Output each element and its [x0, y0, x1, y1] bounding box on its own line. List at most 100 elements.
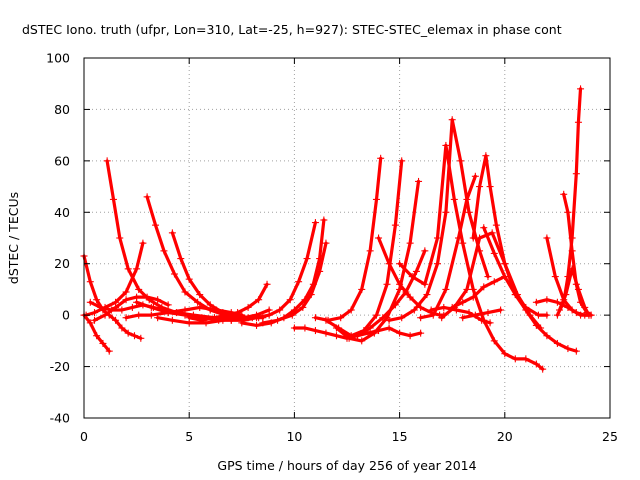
data-point-marker	[196, 291, 204, 299]
data-point-marker	[412, 267, 420, 275]
data-point-marker	[360, 327, 368, 335]
data-point-marker	[465, 208, 473, 216]
data-point-marker	[295, 278, 303, 286]
data-point-marker	[147, 311, 155, 319]
data-point-marker	[385, 324, 393, 332]
data-point-marker	[490, 278, 498, 286]
data-point-marker	[219, 309, 227, 317]
data-point-marker	[196, 303, 204, 311]
data-point-marker	[112, 316, 120, 324]
data-point-marker	[280, 314, 288, 322]
data-point-marker	[553, 311, 561, 319]
data-point-marker	[189, 311, 197, 319]
data-point-marker	[537, 324, 545, 332]
data-point-marker	[375, 327, 383, 335]
data-point-marker	[480, 283, 488, 291]
data-point-marker	[301, 296, 309, 304]
data-point-marker	[332, 332, 340, 340]
data-point-marker	[568, 265, 576, 273]
y-tick-label: 60	[54, 153, 70, 168]
data-point-marker	[173, 309, 181, 317]
data-series	[82, 87, 593, 371]
data-point-marker	[265, 311, 273, 319]
data-point-marker	[93, 332, 101, 340]
data-point-marker	[238, 319, 246, 327]
data-point-marker	[556, 306, 564, 314]
data-point-marker	[391, 301, 399, 309]
data-point-marker	[274, 316, 282, 324]
data-point-marker	[492, 221, 500, 229]
data-point-marker	[255, 296, 263, 304]
data-point-marker	[253, 321, 261, 329]
data-point-marker	[372, 311, 380, 319]
data-point-marker	[469, 285, 477, 293]
series-29-line	[461, 308, 503, 320]
data-point-marker	[116, 234, 124, 242]
data-point-marker	[227, 316, 235, 324]
data-point-marker	[181, 288, 189, 296]
data-point-marker	[93, 296, 101, 304]
data-point-marker	[484, 309, 492, 317]
data-point-marker	[577, 298, 585, 306]
data-point-marker	[469, 293, 477, 301]
data-point-marker	[391, 221, 399, 229]
x-tick-label: 10	[286, 429, 302, 444]
data-point-marker	[130, 332, 138, 340]
data-point-marker	[497, 306, 505, 314]
data-point-marker	[526, 311, 534, 319]
data-point-marker	[532, 298, 540, 306]
data-point-marker	[177, 255, 185, 263]
data-point-marker	[574, 118, 582, 126]
data-point-marker	[154, 314, 162, 322]
data-point-marker	[263, 280, 271, 288]
x-tick-label: 15	[392, 429, 408, 444]
x-tick-label: 0	[80, 429, 88, 444]
data-point-marker	[484, 273, 492, 281]
data-point-marker	[137, 334, 145, 342]
data-point-marker	[480, 224, 488, 232]
series-17-line	[324, 159, 404, 338]
data-point-marker	[455, 234, 463, 242]
data-point-marker	[135, 311, 143, 319]
data-point-marker	[572, 170, 580, 178]
y-tick-label: 40	[54, 205, 70, 220]
data-point-marker	[490, 337, 498, 345]
data-point-marker	[415, 177, 423, 185]
data-point-marker	[406, 332, 414, 340]
data-point-marker	[564, 273, 572, 281]
data-point-marker	[276, 306, 284, 314]
data-point-marker	[560, 298, 568, 306]
data-point-marker	[539, 365, 547, 373]
data-point-marker	[417, 314, 425, 322]
data-point-marker	[476, 183, 484, 191]
data-point-marker	[501, 273, 509, 281]
data-point-marker	[158, 303, 166, 311]
data-point-marker	[532, 360, 540, 368]
data-point-marker	[139, 239, 147, 247]
data-point-marker	[170, 270, 178, 278]
data-point-marker	[124, 265, 132, 273]
data-point-marker	[476, 234, 484, 242]
data-point-marker	[406, 239, 414, 247]
data-point-marker	[476, 247, 484, 255]
data-point-marker	[234, 314, 242, 322]
data-point-marker	[543, 332, 551, 340]
y-tick-label: -20	[50, 359, 70, 374]
data-point-marker	[223, 311, 231, 319]
data-point-marker	[459, 298, 467, 306]
data-point-marker	[429, 311, 437, 319]
data-point-marker	[122, 288, 130, 296]
data-point-marker	[122, 314, 130, 322]
data-point-marker	[91, 309, 99, 317]
data-point-marker	[553, 339, 561, 347]
data-point-marker	[91, 316, 99, 324]
data-point-marker	[185, 275, 193, 283]
data-point-marker	[316, 267, 324, 275]
data-point-marker	[543, 234, 551, 242]
data-point-marker	[410, 306, 418, 314]
data-point-marker	[267, 319, 275, 327]
data-point-marker	[99, 339, 107, 347]
data-point-marker	[442, 285, 450, 293]
data-point-marker	[322, 239, 330, 247]
